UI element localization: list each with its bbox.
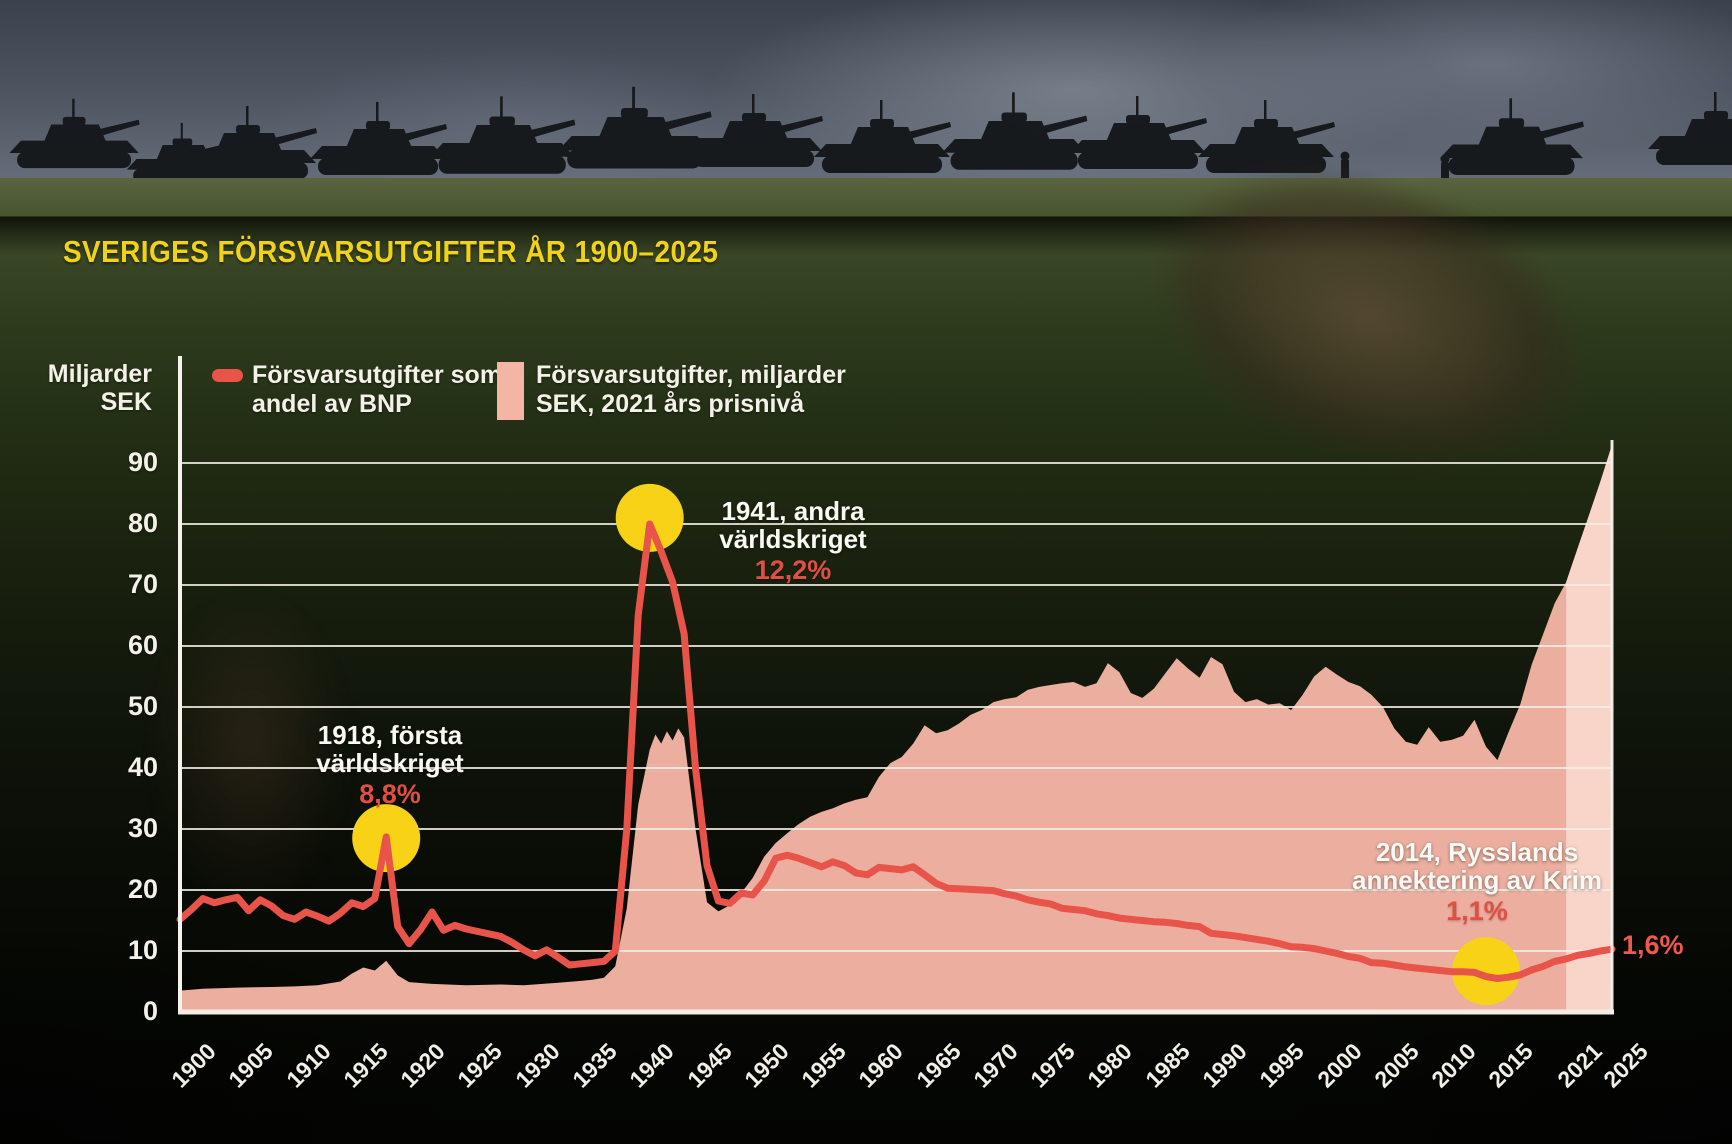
annotation-2014-line2: annektering av Krim (1352, 865, 1602, 895)
annotation-2014-line1: 2014, Rysslands (1375, 837, 1579, 867)
y-tick-90: 90 (127, 447, 158, 477)
y-axis-unit-line1: Miljarder (47, 360, 152, 388)
annotation-1941-circle (615, 483, 684, 552)
annotation-1918-line1: 1918, första (317, 720, 463, 750)
annotation-1941-pct: 12,2% (754, 555, 832, 585)
y-tick-0: 0 (142, 996, 158, 1026)
annotation-1941-line1: 1941, andra (721, 496, 865, 526)
spending-area (180, 444, 1612, 1012)
legend-line-label-1: Försvarsutgifter som (252, 361, 503, 389)
page-title: SVERIGES FÖRSVARSUTGIFTER ÅR 1900–2025 (63, 234, 719, 269)
y-axis-unit-label: Miljarder SEK (20, 360, 152, 416)
annotation-2014: 2014, Rysslands annektering av Krim 1,1% (1287, 838, 1667, 925)
y-tick-60: 60 (127, 630, 158, 660)
y-tick-70: 70 (127, 569, 158, 599)
legend-area-label-2: SEK, 2021 års prisnivå (536, 390, 805, 418)
legend-line-label: Försvarsutgifter som andel av BNP (252, 361, 502, 419)
annotation-1941-line2: världskriget (719, 524, 867, 554)
y-axis-unit-line2: SEK (100, 388, 152, 416)
annotation-1941: 1941, andra världskriget 12,2% (643, 497, 943, 584)
gdp-share-line (176, 520, 1616, 982)
y-tick-80: 80 (127, 508, 158, 538)
annotation-1918-line2: världskriget (316, 748, 464, 778)
annotation-1918-pct: 8,8% (359, 779, 421, 809)
annotation-2014-circle (1451, 937, 1520, 1006)
legend-line-label-2: andel av BNP (252, 390, 412, 418)
y-tick-50: 50 (127, 691, 158, 721)
legend-line-swatch (212, 369, 243, 382)
y-tick-30: 30 (127, 813, 158, 843)
y-tick-10: 10 (127, 935, 158, 965)
y-tick-40: 40 (127, 752, 158, 782)
y-tick-20: 20 (127, 874, 158, 904)
legend-area-label: Försvarsutgifter, miljarder SEK, 2021 år… (536, 361, 846, 419)
legend-area-label-1: Försvarsutgifter, miljarder (536, 361, 846, 389)
forecast-band (1566, 444, 1612, 1012)
line-end-value-label: 1,6% (1622, 930, 1684, 960)
annotation-1918: 1918, första världskriget 8,8% (250, 721, 530, 808)
legend-area-swatch (497, 362, 524, 420)
annotation-2014-pct: 1,1% (1446, 896, 1508, 926)
